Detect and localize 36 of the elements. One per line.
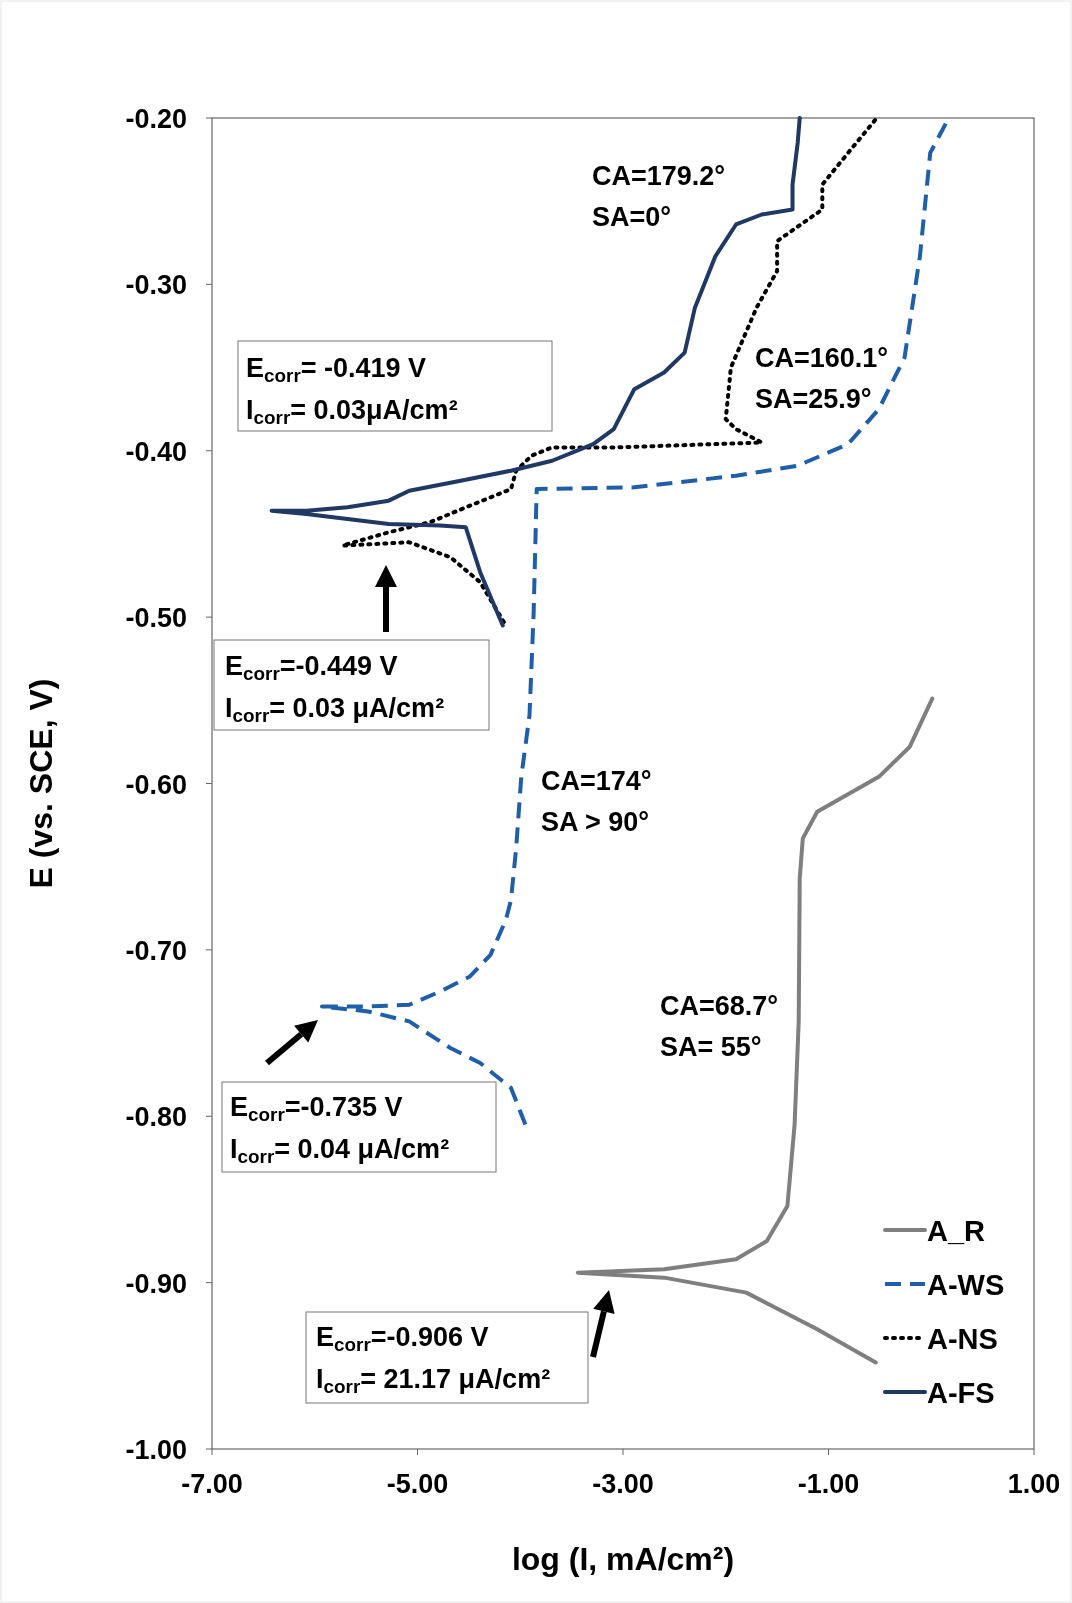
annotation: CA=179.2° <box>592 161 726 191</box>
x-tick-label: -5.00 <box>386 1469 449 1499</box>
annotation: CA=174° <box>541 766 652 796</box>
legend-label: A-NS <box>927 1323 998 1355</box>
x-tick-label: -1.00 <box>797 1469 860 1499</box>
y-tick-label: -0.80 <box>125 1102 187 1133</box>
y-tick-label: -0.60 <box>125 769 187 800</box>
x-tick-label: -7.00 <box>181 1469 243 1499</box>
y-tick-label: -0.30 <box>125 270 187 301</box>
y-tick-label: -0.40 <box>125 436 187 467</box>
annotation: SA= 55° <box>660 1032 762 1062</box>
y-tick-label: -0.90 <box>125 1268 187 1299</box>
x-axis-title: log (I, mA/cm²) <box>511 1541 735 1577</box>
y-tick-label: -0.20 <box>125 104 187 134</box>
y-tick-label: -0.50 <box>125 603 187 634</box>
annotation: I$_{corr}$= 0.04 μA/cm² <box>230 1134 450 1167</box>
annotation: SA=25.9° <box>755 384 872 414</box>
annotation: SA=0° <box>592 202 672 232</box>
x-tick-label: 1.00 <box>1007 1469 1061 1499</box>
annotation: E$_{corr}$=-0.449 V <box>225 651 398 684</box>
annotation: I$_{corr}$= 21.17 μA/cm² <box>316 1364 551 1397</box>
annotation: E$_{corr}$= -0.419 V <box>246 353 427 386</box>
legend-label: A_R <box>927 1215 986 1247</box>
annotation: CA=160.1° <box>755 343 889 373</box>
annotation: SA > 90° <box>541 807 650 837</box>
annotation: I$_{corr}$= 0.03 μA/cm² <box>225 693 445 726</box>
legend-label: A-FS <box>927 1377 995 1409</box>
annotation: E$_{corr}$=-0.735 V <box>230 1092 403 1125</box>
annotation: I$_{corr}$= 0.03μA/cm² <box>246 395 458 428</box>
y-tick-label: -0.70 <box>125 935 187 966</box>
legend-label: A-WS <box>927 1269 1005 1301</box>
y-axis-title: E (vs. SCE, V) <box>23 678 59 889</box>
x-tick-label: -3.00 <box>592 1469 654 1499</box>
annotation: E$_{corr}$=-0.906 V <box>316 1322 489 1355</box>
y-tick-label: -1.00 <box>125 1435 187 1465</box>
annotation: CA=68.7° <box>660 991 779 1021</box>
